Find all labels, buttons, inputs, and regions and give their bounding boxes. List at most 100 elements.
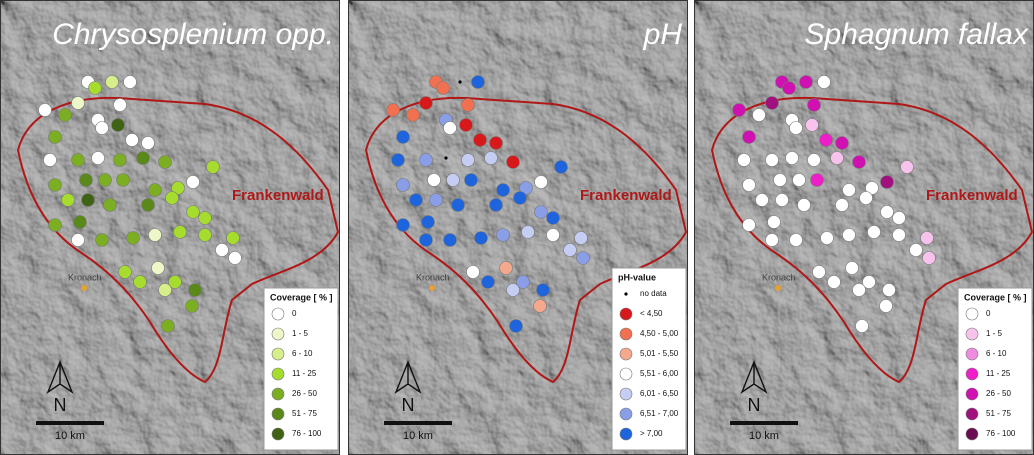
site-dot: [820, 134, 833, 147]
legend-label: 11 - 25: [292, 369, 317, 378]
site-dot: [462, 154, 475, 167]
site-dot: [564, 244, 577, 257]
site-dot: [853, 156, 866, 169]
site-dot: [444, 122, 457, 135]
site-dot: [174, 226, 187, 239]
site-dot: [846, 262, 859, 275]
legend-swatch: [966, 388, 978, 400]
site-dot: [452, 199, 465, 212]
north-label: N: [748, 395, 761, 415]
site-dot: [514, 192, 527, 205]
site-dot: [743, 179, 756, 192]
site-dot: [127, 232, 140, 245]
site-dot: [786, 152, 799, 165]
site-dot: [768, 216, 781, 229]
legend-swatch: [272, 428, 284, 440]
site-dot: [189, 284, 202, 297]
site-dot: [96, 234, 109, 247]
legend-swatch: [272, 328, 284, 340]
site-dot: [883, 284, 896, 297]
site-dot: [422, 216, 435, 229]
legend-swatch: [624, 292, 627, 295]
site-dot: [166, 192, 179, 205]
site-dot: [766, 97, 779, 110]
site-dot: [490, 137, 503, 150]
legend-label: 5,01 - 5,50: [640, 349, 679, 358]
legend-label: 0: [292, 309, 297, 318]
site-dot: [62, 194, 75, 207]
site-dot: [72, 154, 85, 167]
site-dot: [142, 137, 155, 150]
site-dot: [89, 82, 102, 95]
site-dot: [828, 276, 841, 289]
site-dot: [813, 266, 826, 279]
site-dot: [99, 174, 112, 187]
map-panel: pHFrankenwaldKronachN10 kmpH-valueno dat…: [348, 0, 688, 455]
site-dot: [134, 276, 147, 289]
site-dot: [410, 194, 423, 207]
scale-bar: [36, 421, 104, 425]
site-dot: [500, 262, 513, 275]
site-dot: [152, 262, 165, 275]
site-dot: [428, 174, 441, 187]
site-dot: [39, 104, 52, 117]
site-dot: [80, 174, 93, 187]
map-panel: Sphagnum fallaxFrankenwaldKronachN10 kmC…: [694, 0, 1034, 455]
scale-label: 10 km: [55, 430, 85, 442]
site-dot: [162, 320, 175, 333]
legend-swatch: [272, 388, 284, 400]
site-dot: [577, 252, 590, 265]
site-dot: [106, 76, 119, 89]
legend-label: 5,51 - 6,00: [640, 369, 679, 378]
site-dot: [831, 152, 844, 165]
site-dot: [397, 179, 410, 192]
site-dot: [72, 97, 85, 110]
site-dot: [96, 122, 109, 135]
legend-swatch: [620, 308, 632, 320]
legend-swatch: [620, 328, 632, 340]
legend-label: 51 - 75: [292, 409, 317, 418]
site-dot: [774, 174, 787, 187]
legend-swatch: [272, 368, 284, 380]
town-marker: [775, 285, 781, 291]
site-dot: [776, 194, 789, 207]
site-dot: [124, 76, 137, 89]
site-dot: [49, 219, 62, 232]
site-dot: [535, 206, 548, 219]
legend-label: 6,01 - 6,50: [640, 389, 679, 398]
site-dot: [808, 154, 821, 167]
site-dot: [72, 234, 85, 247]
site-dot: [475, 232, 488, 245]
site-dot: [397, 219, 410, 232]
site-dot: [407, 109, 420, 122]
panel-title: Sphagnum fallax: [805, 18, 1029, 51]
site-dot: [766, 154, 779, 167]
site-dot: [507, 156, 520, 169]
site-dot: [798, 199, 811, 212]
region-label: Frankenwald: [232, 187, 324, 204]
site-dot: [149, 184, 162, 197]
site-dot: [880, 300, 893, 313]
site-dot: [843, 229, 856, 242]
site-dot: [216, 244, 229, 257]
site-dot: [923, 252, 936, 265]
site-dot: [187, 206, 200, 219]
legend-label: 6 - 10: [292, 349, 313, 358]
legend-swatch: [966, 408, 978, 420]
legend-swatch: [272, 408, 284, 420]
site-dot: [811, 174, 824, 187]
site-dot: [756, 194, 769, 207]
site-dot: [117, 174, 130, 187]
site-dot: [868, 226, 881, 239]
site-dot: [485, 152, 498, 165]
site-dot: [482, 276, 495, 289]
site-dot: [808, 99, 821, 112]
legend-label: > 7,00: [640, 429, 663, 438]
legend-swatch: [966, 428, 978, 440]
site-dot: [199, 212, 212, 225]
site-dot: [522, 226, 535, 239]
site-dot: [430, 194, 443, 207]
legend-label: 11 - 25: [986, 369, 1011, 378]
site-dot: [392, 154, 405, 167]
north-label: N: [54, 395, 67, 415]
